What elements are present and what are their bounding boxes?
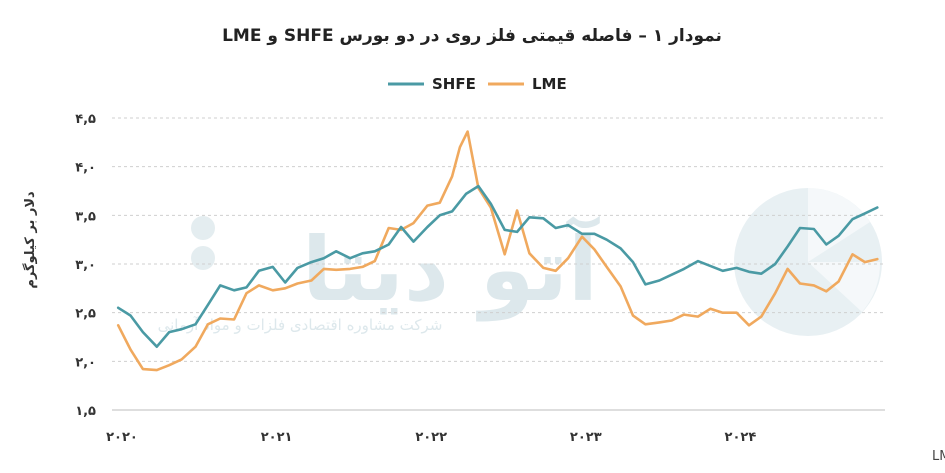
- x-tick-label: ۲۰۲۴: [725, 430, 757, 445]
- y-tick-label: ۴,۵: [75, 112, 96, 127]
- y-tick-label: ۱,۵: [75, 404, 96, 419]
- y-tick-label: ۳,۰: [75, 258, 96, 273]
- series-line-shfe: [116, 184, 879, 348]
- y-tick-label: ۴,۰: [75, 161, 96, 176]
- watermark-subtext: شرکت مشاوره اقتصادی فلزات و مواد آرمانی: [158, 316, 443, 334]
- legend-label-lme: LME: [532, 75, 567, 93]
- x-tick-label: ۲۰۲۰: [106, 430, 138, 445]
- y-axis-label: دلار بر کیلوگرم: [22, 191, 38, 289]
- watermark: آتو دیتا شرکت مشاوره اقتصادی فلزات و موا…: [158, 188, 882, 336]
- source-note: منبع: LME, SHFE: [932, 449, 945, 464]
- gridlines: [112, 117, 885, 362]
- legend-label-shfe: SHFE: [432, 75, 476, 93]
- y-tick-label: ۳,۵: [75, 209, 96, 224]
- chart-title: نمودار ۱ – فاصله قیمتی فلز روی در دو بور…: [222, 26, 722, 46]
- x-tick-label: ۲۰۲۳: [570, 430, 602, 445]
- x-tick-label: ۲۰۲۲: [415, 430, 447, 445]
- y-tick-label: ۲,۵: [75, 307, 96, 322]
- series-line-lme: [116, 130, 879, 372]
- legend: SHFE LME: [388, 75, 567, 93]
- x-tick-label: ۲۰۲۱: [261, 430, 293, 445]
- y-axis-ticks: ۱,۵ ۲,۰ ۲,۵ ۳,۰ ۳,۵ ۴,۰ ۴,۵: [75, 112, 96, 419]
- x-axis-ticks: ۲۰۲۰ ۲۰۲۱ ۲۰۲۲ ۲۰۲۳ ۲۰۲۴: [106, 430, 756, 445]
- y-tick-label: ۲,۰: [75, 355, 96, 370]
- series-group: [116, 130, 879, 372]
